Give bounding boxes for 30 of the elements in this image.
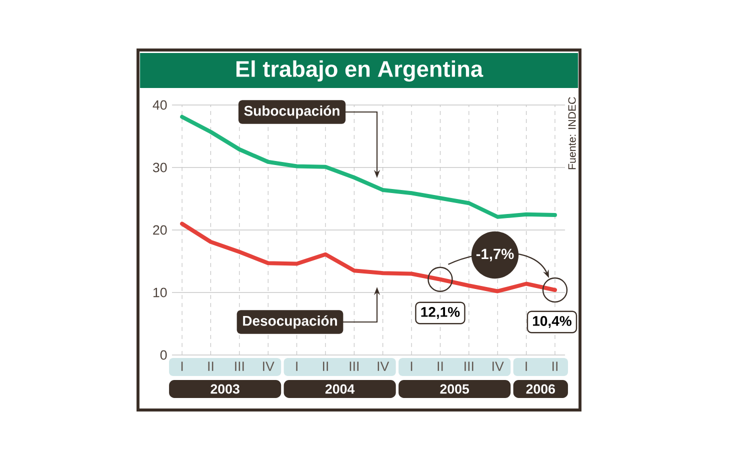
y-tick-label: 10 — [153, 288, 167, 298]
x-tick-label: II — [552, 362, 558, 371]
y-tick-label: 40 — [152, 100, 167, 110]
y-tick-label: 20 — [153, 225, 167, 235]
text: 2005 — [440, 384, 470, 394]
text: Subocupación — [244, 105, 340, 119]
x-tick-label: I — [410, 362, 412, 371]
x-tick-label: II — [323, 362, 328, 371]
text: 2003 — [210, 384, 240, 394]
x-tick-label: III — [464, 362, 474, 371]
y-tick-label: 30 — [152, 162, 167, 172]
x-tick-label: IV — [492, 362, 504, 371]
annotation: -1,7% — [476, 248, 514, 262]
y-tick-label: 0 — [160, 350, 167, 360]
x-tick-label: II — [438, 362, 443, 371]
x-tick-label: II — [208, 362, 214, 371]
annotation: 12,1% — [421, 307, 460, 319]
x-tick-label: IV — [378, 362, 390, 371]
text: Desocupación — [243, 315, 337, 329]
x-tick-label: I — [296, 362, 298, 371]
x-tick-label: I — [526, 362, 527, 371]
text: 2004 — [325, 384, 355, 394]
source-note: Fuente: INDEC — [568, 97, 576, 170]
x-tick-label: IV — [263, 362, 274, 371]
x-tick-label: III — [235, 362, 244, 371]
annotation: 10,4% — [533, 316, 572, 328]
x-tick-label: III — [350, 362, 358, 371]
x-tick-label: I — [181, 362, 183, 371]
text: 2006 — [526, 384, 555, 394]
chart-title: El trabajo en Argentina — [236, 60, 484, 82]
